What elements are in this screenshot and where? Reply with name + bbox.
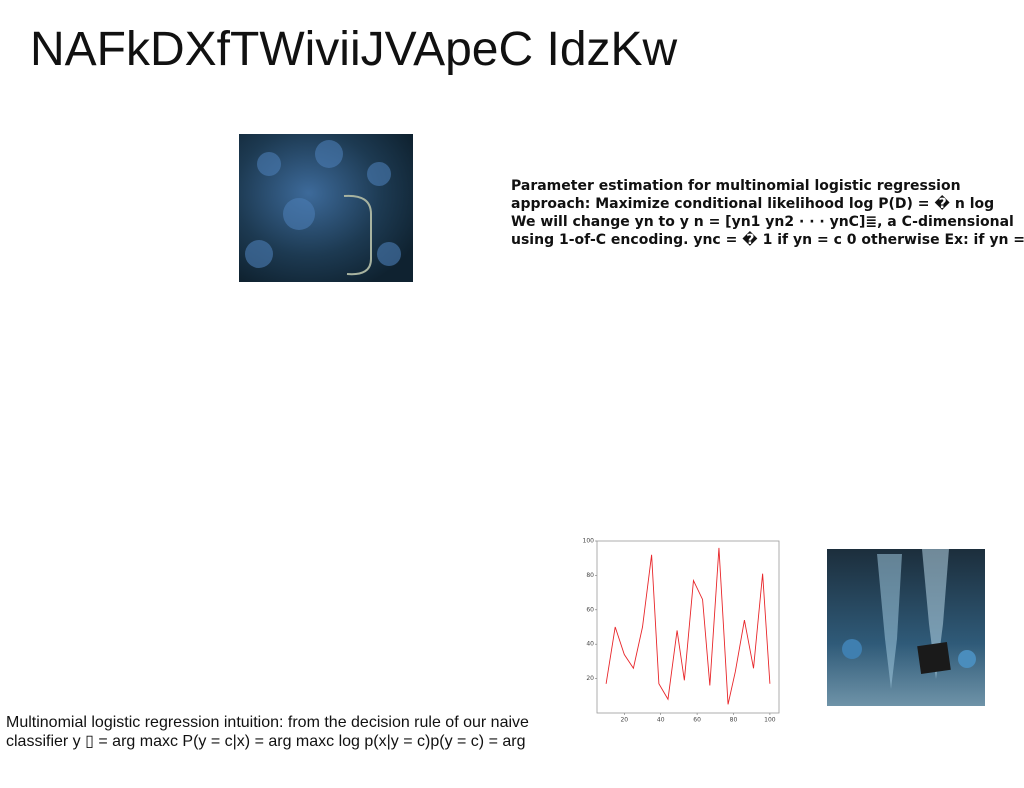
text-line: approach: Maximize conditional likelihoo…	[511, 196, 995, 212]
y-tick-label: 20	[586, 675, 594, 682]
y-tick-label: 60	[586, 606, 594, 613]
text-line: We will change yn to y n = [yn1 yn2 · · …	[511, 214, 1014, 230]
text-block: Parameter estimation for multinomial log…	[511, 177, 1024, 249]
text-line: using 1-of-C encoding. ync = � 1 if yn =…	[511, 232, 1024, 248]
x-tick-label: 20	[620, 717, 628, 724]
text-line: Multinomial logistic regression intuitio…	[6, 714, 529, 731]
forest-image	[239, 134, 413, 282]
plot-frame	[596, 540, 780, 714]
text-block: Multinomial logistic regression intuitio…	[6, 713, 529, 751]
x-tick-label: 40	[657, 717, 665, 724]
data-line	[605, 547, 771, 705]
champagne-image	[827, 549, 985, 706]
y-tick-label: 100	[583, 538, 595, 545]
x-tick-label: 60	[693, 717, 701, 724]
text-line: classifier y ▯ = arg maxc P(y = c|x) = a…	[6, 733, 526, 750]
text-line: Parameter estimation for multinomial log…	[511, 178, 961, 194]
chart: 20 40 60 80 100 20 40 60 80 100	[583, 538, 780, 724]
y-tick-label: 40	[586, 641, 594, 648]
page-title: NAFkDXfTWiviiJVApeC IdzKw	[30, 23, 678, 76]
y-tick-label: 80	[586, 572, 594, 579]
x-tick-label: 80	[730, 717, 738, 724]
x-tick-label: 100	[764, 717, 776, 724]
